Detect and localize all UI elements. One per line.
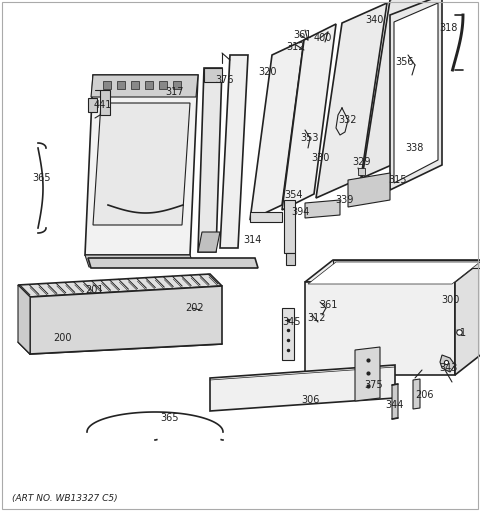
Polygon shape — [394, 3, 438, 183]
Text: 365: 365 — [161, 413, 179, 423]
Text: 344: 344 — [386, 400, 404, 410]
Text: 338: 338 — [406, 143, 424, 153]
Text: 317: 317 — [166, 87, 184, 97]
Text: 312: 312 — [287, 42, 305, 52]
Polygon shape — [316, 3, 387, 198]
Polygon shape — [390, 0, 442, 190]
Polygon shape — [103, 81, 111, 89]
Polygon shape — [91, 75, 198, 97]
Polygon shape — [348, 173, 390, 207]
Polygon shape — [362, 0, 440, 178]
Text: 361: 361 — [293, 30, 311, 40]
Text: 400: 400 — [314, 33, 332, 43]
Text: 329: 329 — [353, 157, 371, 167]
Text: 312: 312 — [308, 313, 326, 323]
Polygon shape — [286, 253, 295, 265]
Polygon shape — [250, 40, 304, 220]
Text: 339: 339 — [336, 195, 354, 205]
Polygon shape — [220, 55, 248, 248]
Text: 332: 332 — [339, 115, 357, 125]
Polygon shape — [85, 255, 194, 267]
Text: 200: 200 — [53, 333, 71, 343]
Polygon shape — [30, 286, 222, 354]
Text: 376: 376 — [216, 75, 234, 85]
Polygon shape — [440, 355, 455, 372]
Polygon shape — [100, 90, 110, 115]
Polygon shape — [413, 379, 420, 409]
Polygon shape — [198, 68, 222, 252]
Text: 340: 340 — [365, 15, 383, 25]
Polygon shape — [173, 81, 181, 89]
Text: 375: 375 — [365, 380, 384, 390]
Text: 330: 330 — [311, 153, 329, 163]
Text: 201: 201 — [86, 285, 104, 295]
Polygon shape — [282, 24, 336, 210]
Text: 441: 441 — [94, 100, 112, 110]
Polygon shape — [85, 75, 198, 255]
Polygon shape — [284, 200, 295, 253]
Polygon shape — [282, 308, 294, 360]
Text: 314: 314 — [243, 235, 261, 245]
Polygon shape — [93, 103, 190, 225]
Text: 306: 306 — [301, 395, 319, 405]
Polygon shape — [392, 384, 398, 419]
Text: 361: 361 — [319, 300, 337, 310]
Text: 320: 320 — [259, 67, 277, 77]
Polygon shape — [131, 81, 139, 89]
Text: 1: 1 — [460, 328, 466, 338]
Polygon shape — [250, 212, 282, 222]
Text: 300: 300 — [441, 295, 459, 305]
Polygon shape — [355, 347, 380, 401]
Polygon shape — [88, 98, 97, 112]
Text: 353: 353 — [301, 133, 319, 143]
Polygon shape — [305, 282, 455, 375]
Text: (ART NO. WB13327 C5): (ART NO. WB13327 C5) — [12, 494, 118, 502]
Text: 315: 315 — [389, 175, 407, 185]
Text: 356: 356 — [396, 57, 414, 67]
Text: 354: 354 — [285, 190, 303, 200]
Polygon shape — [210, 365, 395, 411]
Polygon shape — [305, 260, 480, 282]
Text: 394: 394 — [292, 207, 310, 217]
Text: 202: 202 — [186, 303, 204, 313]
Polygon shape — [455, 260, 480, 375]
Text: 365: 365 — [33, 173, 51, 183]
Polygon shape — [18, 274, 222, 297]
Polygon shape — [358, 168, 365, 175]
Polygon shape — [145, 81, 153, 89]
Polygon shape — [88, 258, 258, 268]
Text: 206: 206 — [416, 390, 434, 400]
Polygon shape — [117, 81, 125, 89]
Text: 318: 318 — [440, 23, 458, 33]
Polygon shape — [305, 200, 340, 218]
Polygon shape — [204, 68, 222, 82]
Polygon shape — [198, 232, 220, 252]
Polygon shape — [159, 81, 167, 89]
Polygon shape — [18, 332, 222, 354]
Polygon shape — [308, 262, 480, 284]
Text: 345: 345 — [283, 317, 301, 327]
Polygon shape — [333, 260, 480, 268]
Text: 343: 343 — [440, 363, 458, 373]
Polygon shape — [18, 285, 30, 354]
